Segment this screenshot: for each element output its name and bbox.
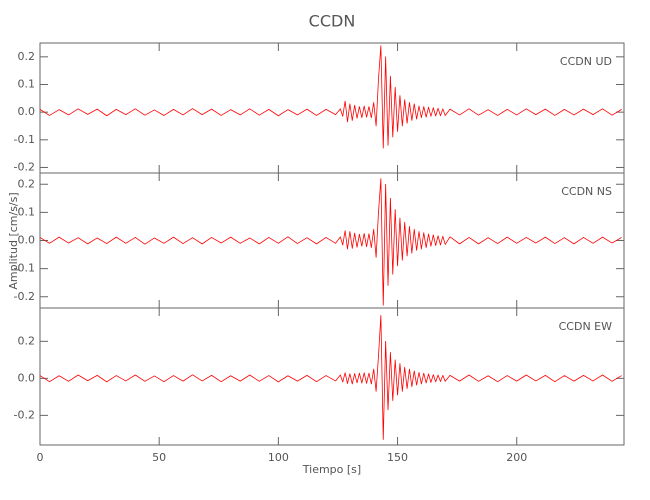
y-tick-label: -0.1 <box>14 133 35 146</box>
y-tick-label: -0.2 <box>14 408 35 421</box>
station-label: CCDN EW <box>559 320 613 333</box>
station-label: CCDN UD <box>560 55 612 68</box>
x-tick-label: 150 <box>387 451 408 464</box>
x-axis-label: Tiempo [s] <box>302 463 361 476</box>
y-tick-label: 0.0 <box>18 105 36 118</box>
y-tick-label: -0.2 <box>14 290 35 303</box>
station-label: CCDN NS <box>561 185 612 198</box>
panel-frame <box>39 42 625 174</box>
panel-frame <box>39 172 625 309</box>
y-tick-label: 0.0 <box>18 234 36 247</box>
trace <box>39 315 622 440</box>
y-axis-label: Amplitud [cm/s/s] <box>7 192 20 289</box>
y-tick-label: -0.2 <box>14 160 35 173</box>
y-tick-label: -0.1 <box>14 262 35 275</box>
x-tick-label: 200 <box>506 451 527 464</box>
y-tick-label: 0.2 <box>18 177 36 190</box>
y-tick-label: 0.1 <box>18 205 36 218</box>
y-tick-label: 0.2 <box>18 50 36 63</box>
trace <box>39 178 622 306</box>
x-tick-label: 50 <box>152 451 166 464</box>
y-tick-label: 0.2 <box>18 334 36 347</box>
y-tick-label: 0.0 <box>18 371 36 384</box>
x-tick-label: 100 <box>268 451 289 464</box>
chart-title: CCDN <box>309 12 356 31</box>
x-tick-label: 0 <box>37 451 44 464</box>
panel-frame <box>39 307 625 446</box>
y-tick-label: 0.1 <box>18 77 36 90</box>
trace <box>39 45 622 149</box>
